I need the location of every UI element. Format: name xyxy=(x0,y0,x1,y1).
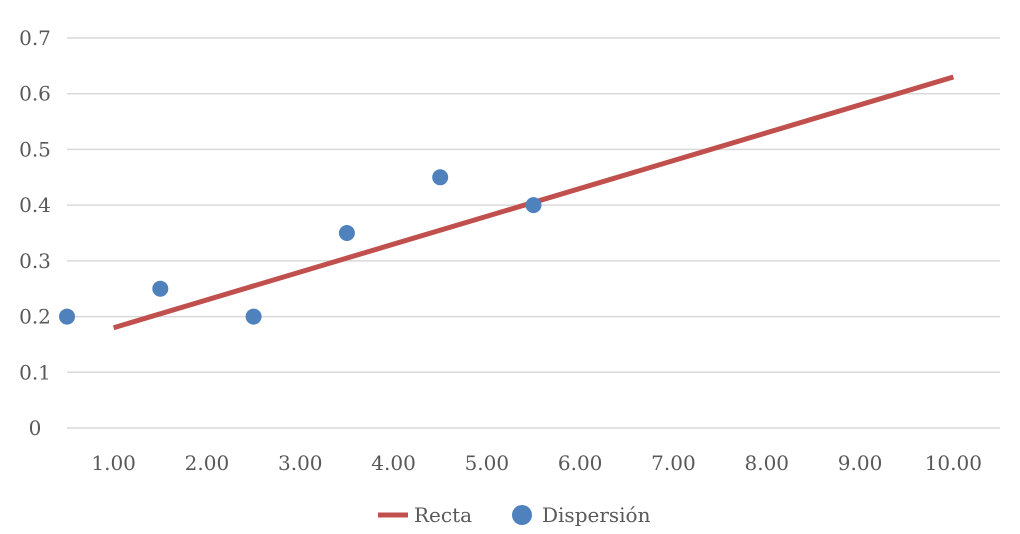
legend: Recta Dispersión xyxy=(378,503,651,527)
x-tick-label: 2.00 xyxy=(185,451,230,475)
x-tick-label: 9.00 xyxy=(838,451,883,475)
y-tick-label: 0.7 xyxy=(19,26,51,50)
x-tick-label: 8.00 xyxy=(744,451,789,475)
y-tick-label: 0.1 xyxy=(19,360,51,384)
x-tick-label: 4.00 xyxy=(371,451,416,475)
plot-area xyxy=(59,74,955,331)
scatter-point xyxy=(152,280,169,297)
scatter-point xyxy=(432,169,449,186)
x-tick-label: 10.00 xyxy=(925,451,982,475)
legend-label: Dispersión xyxy=(542,503,651,527)
x-axis-labels: 1.00 2.00 3.00 4.00 5.00 6.00 7.00 8.00 9.00 10.0… xyxy=(91,451,982,475)
scatter-point xyxy=(525,197,542,214)
legend-label: Recta xyxy=(414,503,472,527)
y-tick-label: 0 xyxy=(29,416,42,440)
y-tick-label: 0.3 xyxy=(19,249,51,273)
x-tick-label: 5.00 xyxy=(465,451,510,475)
legend-marker-swatch xyxy=(512,505,532,525)
gridlines xyxy=(67,37,1000,429)
scatter-point xyxy=(245,308,262,325)
x-tick-label: 1.00 xyxy=(91,451,136,475)
scatter-point xyxy=(338,225,355,241)
x-tick-label: 7.00 xyxy=(651,451,696,475)
x-tick-label: 3.00 xyxy=(278,451,323,475)
y-tick-label: 0.2 xyxy=(19,305,51,329)
scatter-point xyxy=(59,308,75,325)
x-tick-label: 6.00 xyxy=(558,451,603,475)
y-tick-label: 0.6 xyxy=(19,82,51,106)
y-tick-label: 0.4 xyxy=(19,193,51,217)
y-tick-label: 0.5 xyxy=(19,137,51,161)
y-axis-labels: 0 0.1 0.2 0.3 0.4 0.5 0.6 0.7 xyxy=(19,26,51,440)
